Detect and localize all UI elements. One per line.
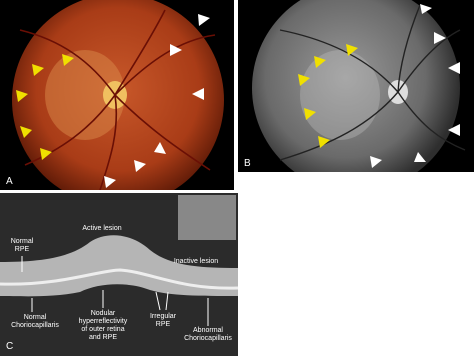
oct-label: Abnormal <box>193 327 223 334</box>
oct-label: Active lesion <box>82 225 121 232</box>
oct-label: RPE <box>15 246 30 253</box>
oct-label: Inactive lesion <box>174 258 218 265</box>
panel-a: A <box>0 0 234 190</box>
oct-label: Normal <box>24 314 47 321</box>
oct-label: Irregular <box>150 313 177 320</box>
panel-label: C <box>6 341 13 352</box>
oct-label: of outer retina <box>81 326 124 333</box>
oct-label: RPE <box>156 321 171 328</box>
panel-label: B <box>244 158 251 169</box>
panel-label: A <box>6 176 13 187</box>
oct-label: Choriocapillaris <box>11 322 59 329</box>
oct-label: Normal <box>11 238 34 245</box>
oct-label: hyperreflectivity <box>79 318 128 325</box>
oct-label: Nodular <box>91 310 116 317</box>
oct-label: and RPE <box>89 334 117 341</box>
panel-b: B <box>238 0 474 172</box>
oct-label: Choriocapillaris <box>184 335 232 342</box>
